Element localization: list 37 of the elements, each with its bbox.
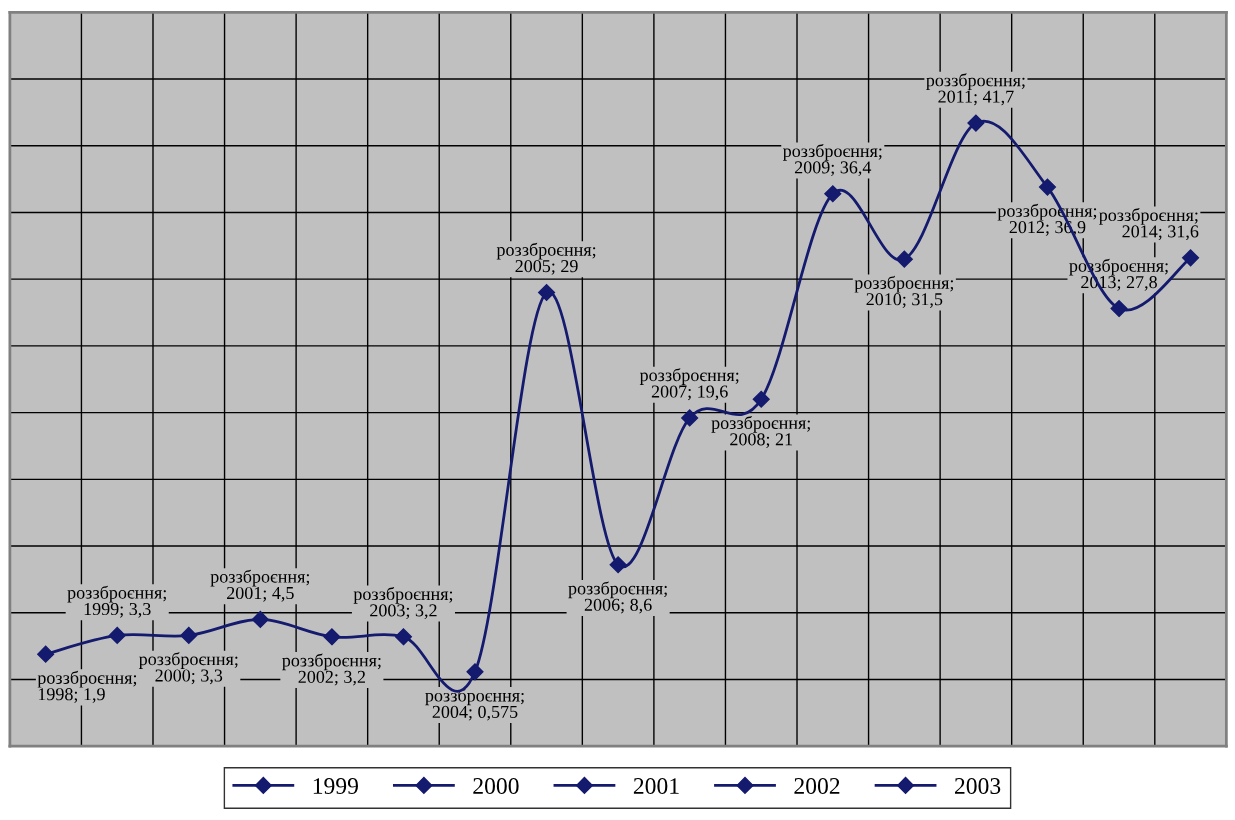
data-label: роззброєння; 2003; 3,2 <box>353 586 453 620</box>
point <box>180 626 198 644</box>
legend-label: 2003 <box>954 778 1001 794</box>
data-label: роззброєння; 2007; 19,6 <box>639 368 739 401</box>
point <box>394 628 412 646</box>
point <box>1182 249 1200 267</box>
point <box>1110 299 1128 318</box>
point <box>37 645 55 663</box>
data-label: роззброєння; 2014; 31,6 <box>1099 208 1199 241</box>
point <box>466 663 484 681</box>
point <box>895 250 913 268</box>
point <box>681 409 699 427</box>
data-label: роззброєння; 2002; 3,2 <box>282 653 381 686</box>
point <box>824 185 842 203</box>
data-label: роззброєння; 2010; 31,5 <box>854 275 954 308</box>
data-label: роззброєння; 1999; 3,3 <box>67 585 166 618</box>
legend-label: 2001 <box>633 778 679 794</box>
point <box>1038 178 1057 196</box>
point <box>752 390 770 408</box>
point <box>538 283 556 302</box>
data-label: роззброєння; 1998; 1,9 <box>37 670 137 703</box>
point <box>108 626 126 644</box>
legend-label: 2002 <box>794 778 840 794</box>
data-label: роззброєння; 2004; 0,575 <box>425 688 524 721</box>
legend-label: 2000 <box>473 778 519 794</box>
point <box>323 628 341 646</box>
point <box>251 610 269 628</box>
data-label: роззброєння; 2000; 3,3 <box>138 652 238 685</box>
data-label: роззброєння; 2008; 21 <box>711 415 810 449</box>
data-label: роззброєння; 2011; 41,7 <box>926 73 1025 106</box>
data-label: роззброєння; 2009; 36,4 <box>782 143 882 177</box>
legend-label: 1999 <box>313 778 358 794</box>
data-label: роззброєння; 2001; 4,5 <box>210 569 310 602</box>
point <box>967 114 985 132</box>
data-label: роззброєння; 2006; 8,6 <box>568 581 667 614</box>
point <box>609 556 627 574</box>
data-label: роззброєння; 2005; 29 <box>496 242 596 275</box>
